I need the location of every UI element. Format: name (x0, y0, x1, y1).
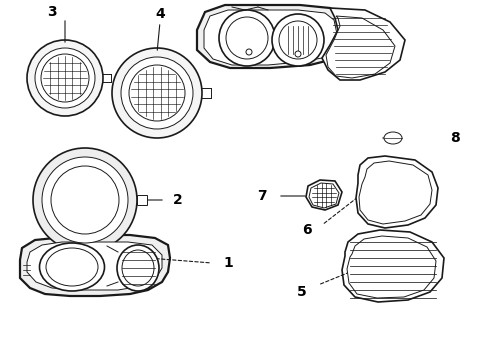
Ellipse shape (46, 248, 98, 286)
Polygon shape (347, 236, 436, 298)
Circle shape (121, 57, 193, 129)
Polygon shape (137, 195, 147, 205)
Ellipse shape (40, 243, 104, 291)
Ellipse shape (384, 132, 402, 144)
Polygon shape (20, 235, 170, 296)
Polygon shape (342, 230, 444, 302)
Polygon shape (356, 156, 438, 228)
Text: 4: 4 (155, 7, 165, 21)
Ellipse shape (117, 245, 159, 291)
Polygon shape (309, 183, 339, 208)
Text: 1: 1 (223, 256, 233, 270)
Circle shape (33, 148, 137, 252)
Polygon shape (322, 8, 405, 80)
Text: 8: 8 (450, 131, 460, 145)
Polygon shape (359, 161, 432, 224)
Circle shape (226, 17, 268, 59)
Circle shape (42, 157, 128, 243)
Circle shape (35, 48, 95, 108)
Circle shape (246, 49, 252, 55)
Polygon shape (306, 180, 342, 210)
Text: 6: 6 (302, 223, 312, 237)
Polygon shape (75, 252, 95, 264)
Circle shape (219, 10, 275, 66)
Text: 2: 2 (173, 193, 183, 207)
Circle shape (272, 14, 324, 66)
Circle shape (129, 65, 185, 121)
Circle shape (27, 40, 103, 116)
Text: 7: 7 (257, 189, 267, 203)
Circle shape (279, 21, 317, 59)
Circle shape (295, 51, 301, 57)
Polygon shape (326, 16, 395, 78)
Circle shape (51, 166, 119, 234)
Circle shape (41, 54, 89, 102)
Text: 3: 3 (47, 5, 57, 19)
Circle shape (112, 48, 202, 138)
Ellipse shape (122, 250, 154, 286)
Polygon shape (204, 10, 337, 65)
Polygon shape (27, 242, 162, 290)
Text: 5: 5 (297, 285, 307, 299)
Polygon shape (197, 5, 345, 68)
